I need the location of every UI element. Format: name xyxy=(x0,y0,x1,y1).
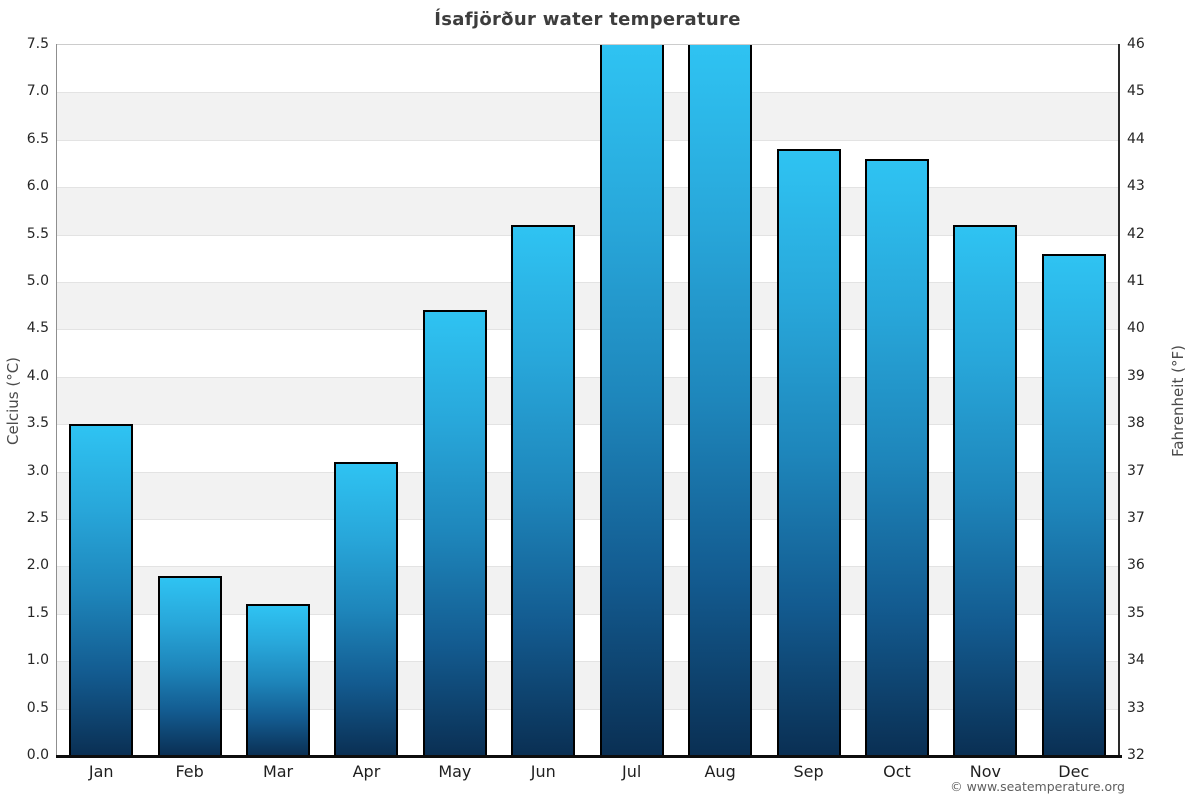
y-tick-fahrenheit: 45 xyxy=(1127,83,1145,100)
bar-nov xyxy=(953,225,1018,756)
gridline xyxy=(57,708,1118,710)
y-tick-celsius: 3.5 xyxy=(26,415,49,432)
x-tick-may: May xyxy=(438,762,472,781)
gridline xyxy=(57,471,1118,473)
y-tick-celsius: 5.0 xyxy=(26,273,49,289)
plot-band xyxy=(57,376,1118,425)
plot-band xyxy=(57,566,1118,614)
y-tick-fahrenheit: 39 xyxy=(1127,367,1145,384)
y-tick-fahrenheit: 44 xyxy=(1127,130,1145,147)
y-tick-fahrenheit: 33 xyxy=(1127,699,1145,716)
plot-band xyxy=(57,708,1118,756)
x-tick-sep: Sep xyxy=(793,762,824,781)
bar-jun xyxy=(511,225,576,756)
y-tick-celsius: 6.5 xyxy=(26,130,49,147)
y-tick-celsius: 4.0 xyxy=(26,367,49,384)
gridline xyxy=(57,661,1118,663)
y-tick-celsius: 3.0 xyxy=(26,462,49,479)
bar-sep xyxy=(776,149,841,756)
y-tick-fahrenheit: 41 xyxy=(1127,273,1145,289)
y-tick-fahrenheit: 43 xyxy=(1127,178,1145,195)
bar-jul xyxy=(599,45,664,756)
x-tick-aug: Aug xyxy=(704,762,736,781)
chart-title: Ísafjörður water temperature xyxy=(434,9,741,30)
x-axis-line xyxy=(56,755,1122,758)
plot-band xyxy=(57,471,1118,519)
plot-band xyxy=(57,45,1118,93)
gridline xyxy=(57,424,1118,426)
plot-band xyxy=(57,187,1118,235)
y-tick-celsius: 2.0 xyxy=(26,557,49,574)
plot-area xyxy=(57,44,1118,756)
x-tick-feb: Feb xyxy=(175,762,204,781)
plot-band xyxy=(57,92,1118,140)
gridline xyxy=(57,234,1118,236)
plot-band xyxy=(57,613,1118,662)
y-tick-fahrenheit: 38 xyxy=(1127,415,1145,432)
gridline xyxy=(57,139,1118,141)
bar-aug xyxy=(688,45,753,756)
y-tick-celsius: 4.5 xyxy=(26,320,49,337)
y-tick-fahrenheit: 34 xyxy=(1127,652,1145,669)
plot-band xyxy=(57,519,1118,567)
y-tick-fahrenheit: 40 xyxy=(1127,320,1145,337)
y-axis-line-right xyxy=(1118,44,1120,755)
gridline xyxy=(57,282,1118,283)
gridline xyxy=(57,92,1118,94)
bar-feb xyxy=(157,575,222,756)
plot-band xyxy=(57,661,1118,709)
gridline xyxy=(57,329,1118,331)
bar-dec xyxy=(1041,253,1106,756)
x-tick-mar: Mar xyxy=(262,762,294,781)
y-tick-celsius: 7.0 xyxy=(26,83,49,100)
y-tick-celsius: 1.0 xyxy=(26,652,49,669)
y-tick-fahrenheit: 36 xyxy=(1127,557,1145,574)
y-tick-fahrenheit: 46 xyxy=(1127,36,1145,52)
x-tick-nov: Nov xyxy=(969,762,1001,781)
x-tick-jun: Jun xyxy=(530,762,556,781)
bar-apr xyxy=(334,462,399,756)
gridline xyxy=(57,613,1118,615)
y-tick-fahrenheit: 37 xyxy=(1127,462,1145,479)
y-tick-celsius: 6.0 xyxy=(26,178,49,195)
plot-band xyxy=(57,424,1118,472)
plot-band xyxy=(57,282,1118,330)
y-tick-celsius: 2.5 xyxy=(26,510,49,526)
y-tick-celsius: 1.5 xyxy=(26,604,49,621)
y-tick-celsius: 7.5 xyxy=(26,36,49,52)
copyright-credit: © www.seatemperature.org xyxy=(950,779,1125,794)
y-tick-celsius: 5.5 xyxy=(26,225,49,242)
x-tick-jul: Jul xyxy=(622,762,642,781)
bar-oct xyxy=(864,158,929,756)
x-tick-oct: Oct xyxy=(883,762,911,781)
x-tick-jan: Jan xyxy=(88,762,114,781)
gridline xyxy=(57,519,1118,520)
y-axis-line-left xyxy=(56,44,57,755)
plot-band xyxy=(57,234,1118,282)
y-tick-celsius: 0.0 xyxy=(26,747,49,763)
y-axis-label-fahrenheit: Fahrenheit (°F) xyxy=(1169,345,1187,457)
y-tick-fahrenheit: 42 xyxy=(1127,225,1145,242)
x-tick-dec: Dec xyxy=(1058,762,1090,781)
y-tick-celsius: 0.5 xyxy=(26,699,49,716)
x-tick-apr: Apr xyxy=(352,762,381,781)
plot-band xyxy=(57,329,1118,377)
gridline xyxy=(57,566,1118,568)
y-tick-fahrenheit: 37 xyxy=(1127,510,1145,526)
y-axis-label-celsius: Celcius (°C) xyxy=(4,356,22,446)
y-tick-fahrenheit: 35 xyxy=(1127,604,1145,621)
bar-mar xyxy=(246,604,311,756)
gridline xyxy=(57,187,1118,189)
plot-band xyxy=(57,139,1118,188)
y-tick-fahrenheit: 32 xyxy=(1127,747,1145,763)
gridline xyxy=(57,376,1118,378)
bar-may xyxy=(422,310,487,756)
bar-jan xyxy=(69,424,134,756)
